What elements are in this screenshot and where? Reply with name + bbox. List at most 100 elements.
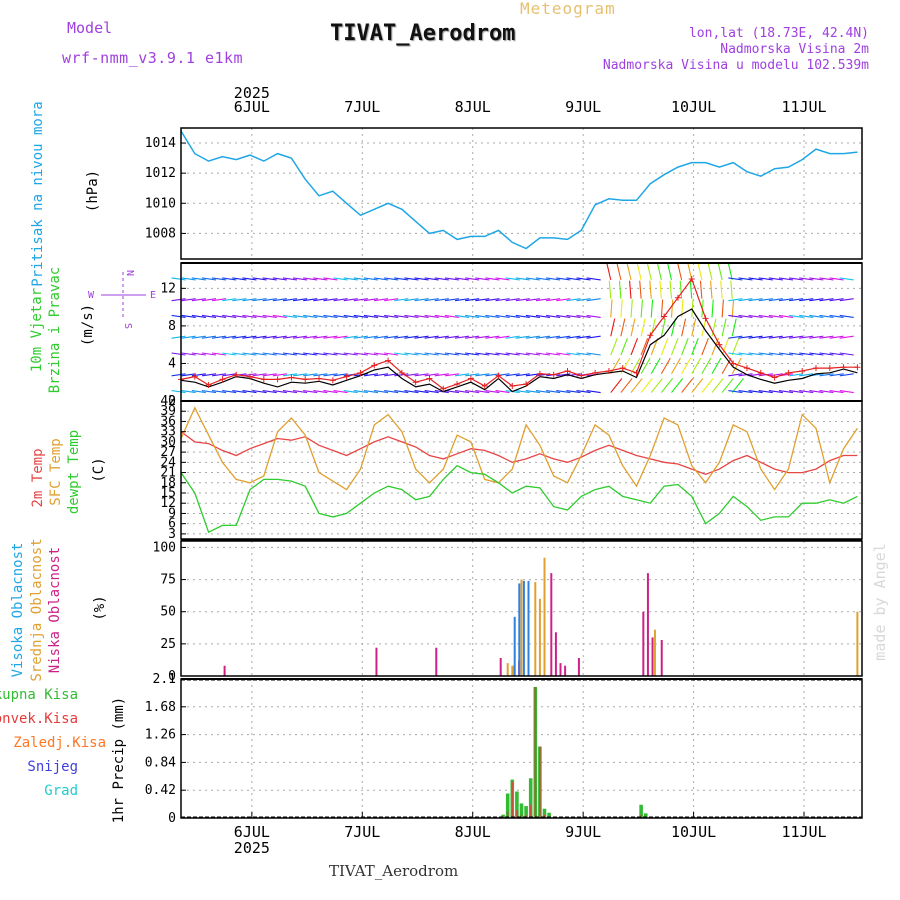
wind-arrow bbox=[171, 335, 186, 339]
wind-arrow bbox=[292, 390, 308, 394]
wind-arrow bbox=[313, 373, 328, 377]
cloud-low-bar bbox=[223, 665, 226, 676]
wind-arrow bbox=[373, 373, 389, 377]
wind-arrow bbox=[201, 335, 217, 339]
wind-arrow bbox=[485, 373, 500, 377]
top-day-label: 8JUL bbox=[455, 98, 491, 116]
wind-arrow bbox=[829, 335, 844, 339]
wind-arrow bbox=[485, 352, 500, 356]
wind-arrow bbox=[525, 277, 540, 281]
wind-arrow bbox=[272, 373, 287, 377]
dewpoint-title: dewpt Temp bbox=[66, 430, 82, 514]
wind-arrow bbox=[728, 352, 743, 356]
y-tick-label: 15 bbox=[160, 486, 176, 501]
text-layer: 1008101010121014048123691215182124273033… bbox=[0, 84, 889, 857]
wind-arrow bbox=[434, 373, 449, 377]
wind-arrow bbox=[282, 277, 298, 281]
wind-arrow bbox=[566, 314, 581, 318]
wind-arrow bbox=[586, 277, 601, 281]
wind-arrow bbox=[495, 314, 510, 318]
wind-arrow bbox=[829, 277, 844, 281]
y-tick-label: 24 bbox=[160, 455, 176, 470]
wind-arrow bbox=[525, 314, 540, 318]
precip-conv-bar bbox=[502, 816, 504, 818]
wind-arrow bbox=[303, 298, 318, 302]
gust-marker bbox=[454, 381, 461, 388]
wind-arrow bbox=[666, 262, 673, 281]
wind-arrow bbox=[292, 373, 308, 377]
wind-arrow bbox=[546, 314, 561, 318]
cloud-mid-bar bbox=[856, 611, 859, 676]
wind-arrow bbox=[640, 299, 643, 318]
wind-arrow bbox=[691, 338, 699, 356]
wind-arrow bbox=[711, 378, 724, 393]
wind-arrow bbox=[323, 352, 338, 356]
gust-marker bbox=[481, 382, 488, 389]
wind-arrow bbox=[465, 352, 480, 356]
wind-arrow bbox=[727, 262, 733, 281]
compass-n: N bbox=[124, 270, 135, 276]
wind-arrow bbox=[660, 318, 666, 337]
y-tick-label: 50 bbox=[160, 605, 176, 620]
wind-arrow bbox=[485, 314, 500, 318]
wind-arrow bbox=[748, 277, 763, 281]
wind-arrow bbox=[636, 262, 642, 281]
gust-marker bbox=[757, 369, 764, 376]
wind-arrow bbox=[768, 277, 783, 281]
precip-legend-item: Ukupna Kisa bbox=[0, 687, 78, 703]
gust-marker bbox=[592, 369, 599, 376]
wind-arrow bbox=[201, 390, 217, 394]
cloud-mid-bar bbox=[506, 663, 509, 676]
wind-arrow bbox=[404, 390, 419, 394]
wind-arrow bbox=[535, 352, 551, 356]
wind-arrow bbox=[313, 352, 328, 356]
wind-arrow bbox=[434, 277, 449, 281]
y-tick-label: 42 bbox=[160, 394, 176, 409]
y-tick-label: 25 bbox=[160, 637, 176, 652]
wind-arrow bbox=[475, 298, 490, 302]
wind-arrow bbox=[333, 352, 348, 356]
wind-arrow bbox=[414, 390, 429, 394]
precip-conv-bar bbox=[534, 686, 537, 818]
wind-arrow bbox=[333, 373, 348, 377]
wind-arrow bbox=[505, 335, 520, 339]
wind-arrow bbox=[404, 352, 419, 356]
wind-arrow bbox=[343, 277, 358, 281]
wind-arrow bbox=[262, 314, 277, 318]
wind-arrow bbox=[252, 373, 267, 377]
wind-arrow bbox=[731, 299, 735, 318]
cloud-low-bar bbox=[435, 647, 438, 676]
gust-marker bbox=[536, 370, 543, 377]
y-tick-label: 4 bbox=[168, 356, 176, 371]
wind-arrow bbox=[424, 352, 439, 356]
wind-arrow bbox=[646, 262, 652, 281]
wind-arrow bbox=[610, 338, 618, 356]
wind-arrow bbox=[434, 390, 449, 394]
precip-total-bar bbox=[515, 791, 519, 818]
wind-arrow bbox=[515, 390, 530, 394]
wind-arrow bbox=[819, 352, 834, 356]
wind-arrow bbox=[626, 262, 632, 281]
wind-arrow bbox=[191, 335, 206, 339]
wind-arrow bbox=[566, 335, 581, 339]
wind-arrow bbox=[404, 298, 419, 302]
wind-arrow bbox=[171, 314, 186, 318]
wind-arrow bbox=[768, 390, 783, 394]
wind-arrow bbox=[465, 277, 480, 281]
y-tick-label: 1.68 bbox=[145, 700, 176, 715]
wind-arrow bbox=[323, 314, 338, 318]
wind-arrow bbox=[515, 352, 530, 356]
cloud-high-bar bbox=[518, 583, 521, 676]
wind-arrow bbox=[363, 298, 379, 302]
wind-arrow bbox=[721, 378, 734, 393]
bottom-day-label: 11JUL bbox=[781, 823, 826, 841]
wind-arrow bbox=[485, 390, 500, 394]
wind-arrow bbox=[748, 314, 763, 318]
wind-arrow bbox=[434, 298, 449, 302]
wind-arrow bbox=[748, 352, 763, 356]
wind-arrow bbox=[630, 318, 636, 337]
wind-arrow bbox=[721, 318, 727, 337]
wind-arrow bbox=[252, 352, 267, 356]
wind-arrow bbox=[242, 277, 257, 281]
wind-arrow bbox=[444, 314, 459, 318]
